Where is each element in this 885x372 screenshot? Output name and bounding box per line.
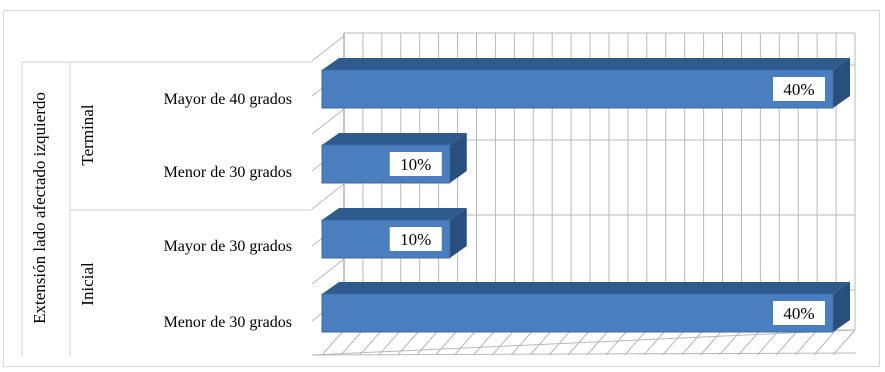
floor-gridline xyxy=(794,329,818,356)
floor-gridline xyxy=(321,329,345,356)
bar-side-face xyxy=(833,282,850,332)
floor-gridline xyxy=(813,329,837,356)
data-label: 10% xyxy=(400,230,431,249)
category-label: Mayor de 30 grados xyxy=(164,238,292,255)
floor-gridline xyxy=(435,329,458,356)
floor-gridline xyxy=(359,329,383,356)
floor-gridline xyxy=(491,329,515,356)
bar-top-face xyxy=(322,133,467,145)
data-label-box xyxy=(773,77,825,101)
bar-top-face xyxy=(322,282,850,294)
bar-side-face xyxy=(449,208,467,258)
group-label-terminal: Terminal xyxy=(78,104,97,165)
data-label: 10% xyxy=(400,155,431,174)
data-label-box xyxy=(773,301,825,325)
gridline xyxy=(311,108,345,135)
floor-gridline xyxy=(454,329,477,356)
gridline xyxy=(311,258,345,285)
axis-title: Extensión lado afectado izquierdo xyxy=(30,92,49,324)
data-label-box xyxy=(389,227,442,251)
floor-gridline xyxy=(473,329,496,356)
chart-floor xyxy=(311,329,857,356)
floor-gridline xyxy=(719,329,742,356)
floor-gridline xyxy=(624,329,648,356)
floor-gridline xyxy=(548,329,572,356)
bar: 10% xyxy=(321,208,467,259)
bars: 40% 10% 10% 40% xyxy=(321,58,850,333)
floor-gridline xyxy=(775,329,799,356)
bar-top-face xyxy=(322,58,850,70)
floor-gridline xyxy=(643,329,667,356)
floor-gridline xyxy=(700,329,723,356)
bar-front-face xyxy=(321,293,834,333)
floor-gridline xyxy=(737,329,761,356)
bar-top-face xyxy=(322,208,467,220)
data-label-box xyxy=(389,152,442,176)
floor-gridline xyxy=(756,329,780,356)
floor-gridline xyxy=(340,329,364,356)
floor-gridline xyxy=(605,329,629,356)
bar-side-face xyxy=(833,58,850,108)
floor-gridline xyxy=(586,329,610,356)
category-label: Menor de 30 grados xyxy=(164,314,292,331)
data-label: 40% xyxy=(783,80,814,99)
bar-side-face xyxy=(449,133,467,183)
floor-gridline xyxy=(378,329,402,356)
floor-edge xyxy=(311,329,856,356)
gridline xyxy=(311,183,345,210)
category-label: Mayor de 40 grados xyxy=(164,91,292,108)
gridline xyxy=(311,35,345,62)
floor-gridline xyxy=(832,329,856,356)
floor-edge xyxy=(311,352,857,356)
bar: 40% xyxy=(321,282,850,333)
floor-gridline xyxy=(416,329,440,356)
bar: 10% xyxy=(321,133,467,184)
group-label-inicial: Inicial xyxy=(78,262,97,306)
bar-front-face xyxy=(321,69,834,109)
category-axis: Extensión lado afectado izquierdo Termin… xyxy=(21,61,312,356)
floor-gridline xyxy=(681,329,704,356)
data-label: 40% xyxy=(783,304,814,323)
floor-gridline xyxy=(529,329,553,356)
category-label: Menor de 30 grados xyxy=(164,164,292,181)
floor-gridline xyxy=(662,329,686,356)
bar: 40% xyxy=(321,58,850,109)
floor-gridline xyxy=(510,329,534,356)
